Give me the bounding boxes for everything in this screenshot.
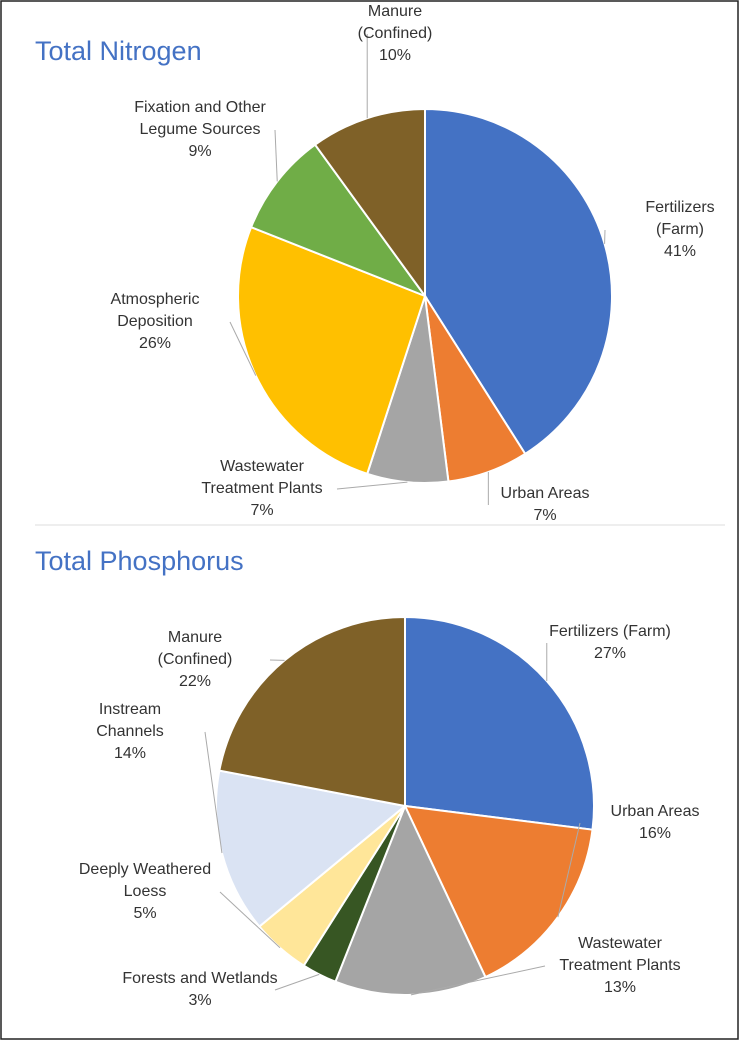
- value-label: 22%: [179, 673, 211, 690]
- category-label: Treatment Plants: [201, 480, 322, 497]
- slice-label: Urban Areas 7%: [501, 485, 590, 524]
- slice-label: Instream Channels 14%: [96, 701, 164, 762]
- slice-label: Wastewater Treatment Plants 7%: [201, 458, 322, 519]
- value-label: 41%: [664, 243, 696, 260]
- slice-label: Fertilizers (Farm) 27%: [549, 623, 671, 662]
- slice-label: Deeply Weathered Loess 5%: [79, 861, 211, 922]
- value-label: 10%: [379, 47, 411, 64]
- slice-label: Fixation and Other Legume Sources 9%: [134, 99, 266, 160]
- leader-line: [337, 482, 407, 489]
- category-label: (Confined): [158, 651, 233, 668]
- category-label: Wastewater: [220, 458, 305, 475]
- value-label: 13%: [604, 979, 636, 996]
- slice-label: Atmospheric Deposition 26%: [111, 291, 200, 352]
- category-label: Wastewater: [578, 935, 663, 952]
- leader-line: [275, 130, 277, 181]
- category-label: Channels: [96, 723, 164, 740]
- category-label: Fixation and Other: [134, 99, 266, 116]
- value-label: 5%: [133, 905, 156, 922]
- value-label: 7%: [250, 502, 273, 519]
- category-label: Forests and Wetlands: [122, 970, 277, 987]
- slice-label: Urban Areas 16%: [611, 803, 700, 842]
- value-label: 9%: [188, 143, 211, 160]
- slice-label: Fertilizers (Farm) 41%: [645, 199, 714, 260]
- category-label: Deposition: [117, 313, 193, 330]
- category-label: Fertilizers (Farm): [549, 623, 671, 640]
- category-label: (Farm): [656, 221, 704, 238]
- leader-line: [275, 974, 319, 990]
- chart-title: Total Nitrogen: [35, 36, 202, 66]
- value-label: 26%: [139, 335, 171, 352]
- slice-label: Wastewater Treatment Plants 13%: [559, 935, 680, 996]
- value-label: 27%: [594, 645, 626, 662]
- category-label: Manure: [168, 629, 222, 646]
- category-label: Deeply Weathered: [79, 861, 211, 878]
- category-label: Atmospheric: [111, 291, 200, 308]
- category-label: Manure: [368, 3, 422, 20]
- pie-slice: [405, 617, 594, 830]
- category-label: Instream: [99, 701, 161, 718]
- category-label: Loess: [124, 883, 167, 900]
- slice-label: Forests and Wetlands 3%: [122, 970, 277, 1009]
- value-label: 3%: [188, 992, 211, 1009]
- slice-label: Manure (Confined) 22%: [158, 629, 233, 690]
- category-label: Treatment Plants: [559, 957, 680, 974]
- value-label: 14%: [114, 745, 146, 762]
- value-label: 16%: [639, 825, 671, 842]
- category-label: Fertilizers: [645, 199, 714, 216]
- slice-label: Manure (Confined) 10%: [358, 3, 433, 64]
- value-label: 7%: [533, 507, 556, 524]
- chart-title: Total Phosphorus: [35, 546, 244, 576]
- category-label: Legume Sources: [140, 121, 261, 138]
- category-label: Urban Areas: [501, 485, 590, 502]
- category-label: Urban Areas: [611, 803, 700, 820]
- category-label: (Confined): [358, 25, 433, 42]
